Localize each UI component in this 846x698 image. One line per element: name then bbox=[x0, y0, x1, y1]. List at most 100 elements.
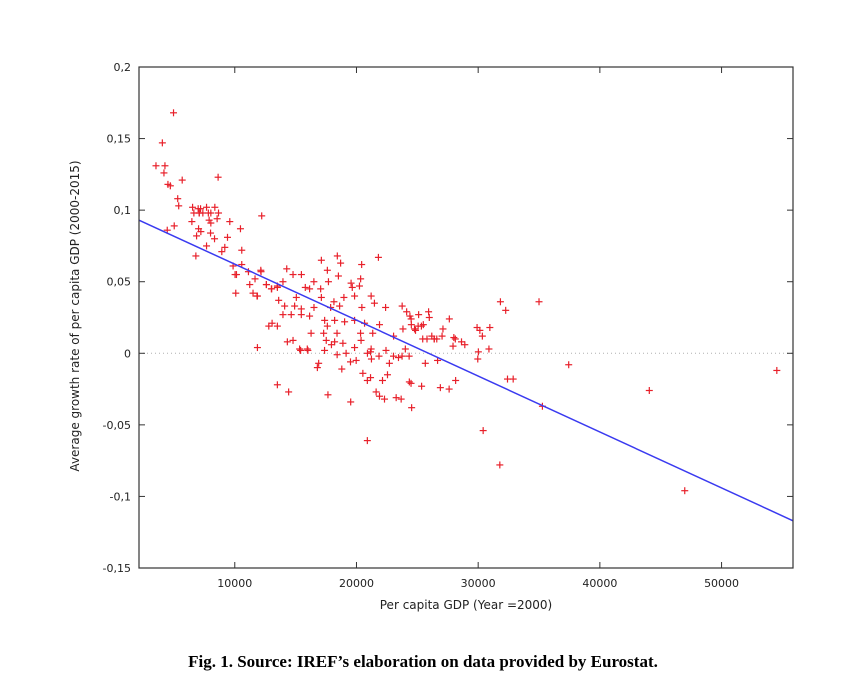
data-point bbox=[246, 281, 254, 289]
data-point bbox=[158, 139, 166, 147]
data-point bbox=[423, 335, 431, 343]
data-point bbox=[417, 322, 425, 330]
plot-area bbox=[138, 109, 794, 522]
data-point bbox=[306, 312, 314, 320]
data-point bbox=[195, 209, 203, 217]
plot-frame bbox=[138, 66, 794, 569]
data-point bbox=[474, 355, 482, 363]
data-point bbox=[315, 359, 323, 367]
data-point bbox=[334, 272, 342, 280]
data-point bbox=[473, 324, 481, 332]
x-tick-label: 40000 bbox=[582, 577, 617, 590]
data-point bbox=[438, 332, 446, 340]
x-axis-title: Per capita GDP (Year =2000) bbox=[380, 598, 552, 612]
data-point bbox=[392, 394, 400, 402]
y-tick-label: 0 bbox=[124, 347, 131, 360]
data-point bbox=[645, 387, 653, 395]
data-point bbox=[411, 325, 419, 333]
data-point bbox=[375, 352, 383, 360]
data-point bbox=[389, 352, 397, 360]
data-point bbox=[273, 283, 281, 291]
data-point bbox=[461, 341, 469, 349]
data-point bbox=[372, 388, 380, 396]
x-tick-label: 20000 bbox=[339, 577, 374, 590]
data-point bbox=[160, 169, 168, 177]
data-point bbox=[398, 302, 406, 310]
data-point bbox=[383, 371, 391, 379]
data-point bbox=[336, 302, 344, 310]
data-point bbox=[152, 162, 160, 170]
data-point bbox=[430, 335, 438, 343]
data-point bbox=[192, 252, 200, 260]
data-point bbox=[193, 232, 201, 240]
data-point bbox=[215, 209, 223, 217]
data-point bbox=[289, 271, 297, 279]
data-point bbox=[405, 352, 413, 360]
data-point bbox=[281, 302, 289, 310]
data-point bbox=[249, 289, 257, 297]
data-point bbox=[397, 395, 405, 403]
data-point bbox=[357, 329, 365, 337]
data-point bbox=[382, 303, 390, 311]
data-point bbox=[509, 375, 517, 383]
data-point bbox=[333, 252, 341, 260]
data-point bbox=[265, 322, 273, 330]
data-point bbox=[565, 361, 573, 369]
data-point bbox=[408, 404, 416, 412]
data-point bbox=[297, 311, 305, 319]
data-point bbox=[267, 285, 275, 293]
data-point bbox=[317, 256, 325, 264]
data-point bbox=[398, 352, 406, 360]
data-point bbox=[358, 261, 366, 269]
data-point bbox=[479, 427, 487, 435]
data-point bbox=[307, 329, 315, 337]
data-point bbox=[425, 314, 433, 321]
data-point bbox=[330, 298, 338, 306]
y-tick-label: -0,1 bbox=[110, 490, 131, 503]
data-point bbox=[358, 303, 366, 311]
data-point bbox=[401, 345, 409, 353]
data-point bbox=[283, 265, 291, 273]
data-point bbox=[394, 354, 402, 362]
data-point bbox=[218, 248, 226, 256]
data-point bbox=[221, 243, 229, 251]
data-point bbox=[445, 385, 453, 393]
data-point bbox=[273, 322, 281, 330]
data-point bbox=[322, 336, 330, 344]
data-point bbox=[253, 292, 261, 300]
data-point bbox=[317, 285, 325, 293]
y-tick-label: -0,05 bbox=[103, 419, 131, 432]
data-point bbox=[287, 311, 295, 319]
data-point bbox=[474, 348, 482, 356]
data-point bbox=[174, 195, 182, 203]
data-point bbox=[339, 339, 347, 347]
data-point bbox=[213, 215, 221, 223]
data-point bbox=[324, 391, 332, 399]
data-point bbox=[285, 388, 293, 396]
data-point bbox=[363, 437, 371, 445]
data-point bbox=[197, 228, 205, 236]
data-point bbox=[297, 346, 305, 354]
data-point bbox=[352, 356, 360, 364]
data-point bbox=[367, 355, 375, 363]
data-point bbox=[351, 344, 359, 352]
data-point bbox=[296, 345, 304, 353]
data-point bbox=[306, 285, 314, 293]
data-point bbox=[178, 176, 186, 184]
data-point bbox=[449, 342, 457, 350]
data-point bbox=[333, 351, 341, 359]
data-point bbox=[207, 209, 215, 217]
data-point bbox=[207, 229, 215, 237]
data-point bbox=[348, 283, 356, 291]
data-point bbox=[207, 219, 215, 227]
data-point bbox=[253, 344, 261, 352]
data-point bbox=[301, 283, 309, 291]
data-point bbox=[323, 322, 331, 330]
data-point bbox=[436, 384, 444, 392]
data-point bbox=[238, 246, 246, 254]
data-point bbox=[321, 316, 329, 324]
data-point bbox=[161, 162, 169, 170]
data-point bbox=[189, 203, 197, 211]
data-point bbox=[355, 282, 363, 290]
data-point bbox=[170, 222, 178, 230]
